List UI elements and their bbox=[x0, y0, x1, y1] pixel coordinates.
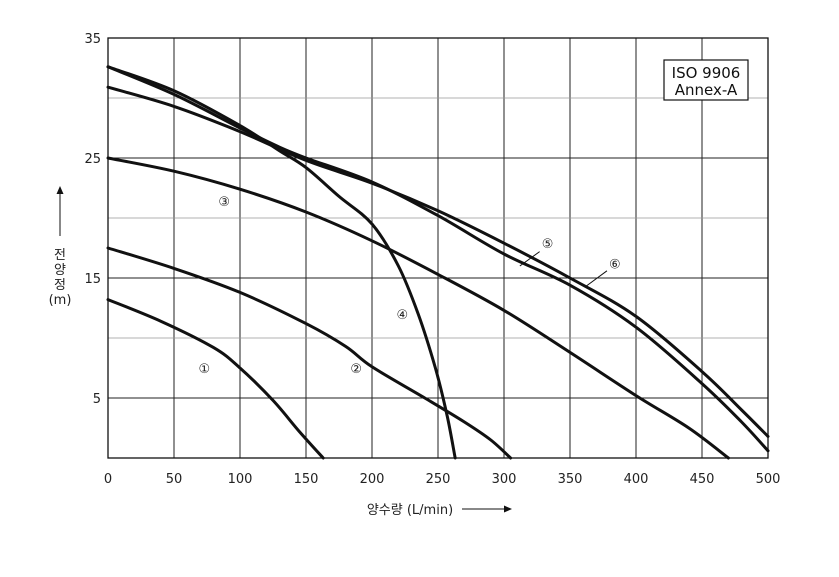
x-axis-title: 양수량 (L/min) bbox=[367, 503, 512, 518]
x-tick-label: 150 bbox=[294, 472, 319, 487]
spec-box: ISO 9906 Annex-A bbox=[663, 59, 749, 101]
label-leader bbox=[519, 251, 540, 267]
x-tick-label: 400 bbox=[624, 472, 649, 487]
curves bbox=[106, 65, 770, 460]
spec-box-line-2: Annex-A bbox=[675, 81, 738, 99]
curve-1 bbox=[106, 298, 325, 460]
curve-6 bbox=[106, 85, 770, 438]
grid: 0 50 100 150 200 250 300 350 400 450 500 5 15 25 35 bbox=[84, 32, 780, 487]
x-tick-label: 350 bbox=[558, 472, 583, 487]
x-tick-label: 500 bbox=[756, 472, 781, 487]
x-tick-label: 300 bbox=[492, 472, 517, 487]
spec-box-line-1: ISO 9906 bbox=[672, 64, 741, 82]
curve-3-label: ③ bbox=[218, 195, 230, 210]
y-tick-label: 5 bbox=[93, 392, 101, 407]
y-tick-label: 35 bbox=[84, 32, 101, 47]
x-tick-label: 0 bbox=[104, 472, 112, 487]
y-axis-title: 전 양 정 (m) bbox=[49, 186, 72, 308]
curve-1-label: ① bbox=[199, 362, 211, 377]
labels: ① ② ③ ④ ⑤ ⑥ bbox=[199, 195, 621, 377]
curve-5 bbox=[106, 65, 770, 453]
curve-3 bbox=[106, 156, 730, 460]
x-axis-label: 양수량 (L/min) bbox=[367, 503, 453, 518]
x-tick-label: 250 bbox=[426, 472, 451, 487]
curve-5-label: ⑤ bbox=[542, 237, 554, 252]
x-tick-label: 200 bbox=[360, 472, 385, 487]
curve-2-label: ② bbox=[350, 362, 362, 377]
x-tick-label: 450 bbox=[690, 472, 715, 487]
y-tick-label: 15 bbox=[84, 272, 101, 287]
plot-frame bbox=[107, 37, 769, 459]
curve-4 bbox=[106, 65, 457, 460]
y-axis-label: 전 양 정 (m) bbox=[49, 248, 72, 308]
label-leader bbox=[585, 270, 608, 287]
x-tick-label: 100 bbox=[228, 472, 253, 487]
y-tick-label: 25 bbox=[84, 152, 101, 167]
curve-6-label: ⑥ bbox=[609, 258, 621, 273]
curve-4-label: ④ bbox=[397, 308, 409, 323]
curve-2 bbox=[106, 246, 513, 460]
x-tick-label: 50 bbox=[166, 472, 183, 487]
